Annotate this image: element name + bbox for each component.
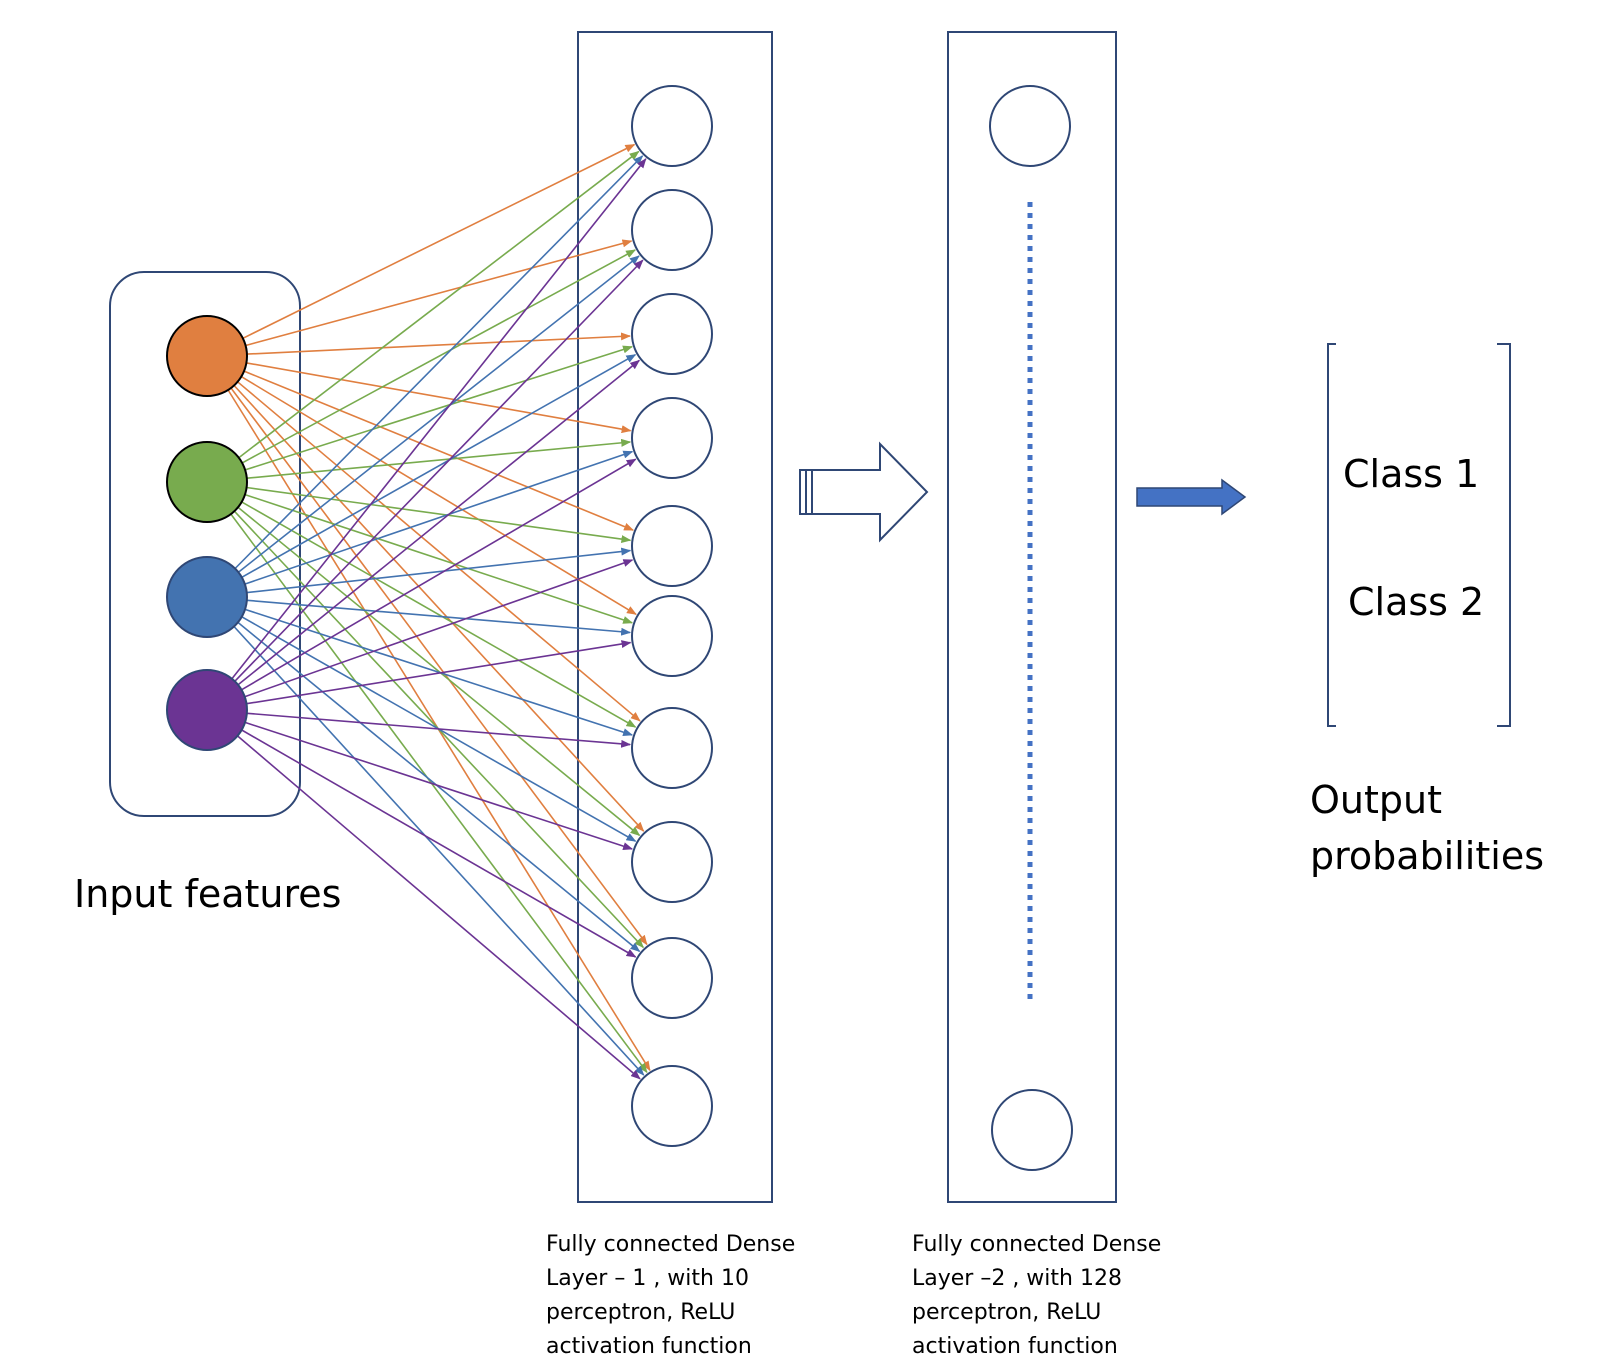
connection-arrow [244, 608, 634, 737]
connection-arrow [246, 486, 632, 544]
connection-arrow [246, 547, 632, 594]
connection-arrow [244, 721, 634, 851]
caption-line: Layer –2 , with 128 [912, 1266, 1122, 1291]
connection-arrow [234, 259, 644, 682]
connection-arrow [237, 359, 641, 686]
connection-arrow [241, 729, 637, 958]
input-neurons [166, 315, 248, 751]
layer-1-neuron [631, 293, 713, 375]
caption-line: perceptron, ReLU [912, 1300, 1102, 1325]
class-1-label: Class 1 [1343, 452, 1480, 496]
input-feature-neuron [166, 441, 248, 523]
layer-1-neurons [631, 85, 713, 1147]
caption-line: perceptron, ReLU [546, 1300, 736, 1325]
hollow-arrow-icon [799, 441, 929, 543]
layer-2-neuron-bottom [991, 1089, 1073, 1171]
input-feature-neuron [166, 669, 248, 751]
connection-arrow [242, 143, 636, 340]
connection-arrow [244, 450, 634, 585]
dense-layer-2-box [947, 31, 1117, 1203]
caption-line: Layer – 1 , with 10 [546, 1266, 749, 1291]
connection-arrow [245, 239, 633, 347]
caption-line: Fully connected Dense [912, 1232, 1162, 1257]
connection-arrow [241, 354, 637, 578]
input-feature-neuron [166, 315, 248, 397]
connection-arrow [246, 712, 632, 748]
connection-arrow [241, 458, 637, 691]
connection-arrow [230, 513, 648, 1074]
connection-arrow [233, 625, 645, 1076]
caption-line: activation function [546, 1334, 752, 1359]
layer-1-neuron [631, 397, 713, 479]
connection-arrow [246, 332, 631, 355]
connection-arrow [236, 735, 641, 1080]
output-bracket [1327, 343, 1511, 727]
connection-arrow [240, 375, 637, 615]
solid-arrow-icon [1136, 478, 1247, 516]
connection-arrow [241, 249, 636, 464]
dense-layer-2-caption: Fully connected Dense Layer –2 , with 12… [912, 1228, 1161, 1362]
caption-line: Fully connected Dense [546, 1232, 796, 1257]
connection-arrow [246, 599, 632, 636]
connection-arrow [237, 506, 641, 837]
connection-arrow [237, 255, 640, 573]
dense-layer-1-box [577, 31, 773, 1203]
layer-1-neuron [631, 707, 713, 789]
dense-layer-1-caption: Fully connected Dense Layer – 1 , with 1… [546, 1228, 795, 1362]
connection-arrow [246, 438, 632, 479]
input-features-label: Input features [74, 872, 342, 916]
layer-1-neuron [631, 1065, 713, 1147]
connection-arrow [246, 640, 632, 705]
layer-1-neuron [631, 505, 713, 587]
output-label-line: Output [1310, 778, 1442, 822]
layer-2-neuron-top [989, 85, 1071, 167]
connection-arrow [243, 370, 635, 531]
connection-arrow [230, 387, 648, 946]
class-2-label: Class 2 [1348, 580, 1485, 624]
layer-1-neuron [631, 937, 713, 1019]
connection-arrow [234, 155, 644, 570]
layer-1-neuron [631, 189, 713, 271]
layer-1-neuron [631, 595, 713, 677]
caption-line: activation function [912, 1334, 1118, 1359]
connection-arrow [231, 158, 647, 680]
connection-arrow [246, 362, 632, 434]
input-feature-neuron [166, 556, 248, 638]
connection-arrow [244, 559, 634, 698]
connection-arrow [238, 150, 640, 459]
connection-lines [227, 143, 651, 1080]
output-label-line: probabilities [1310, 834, 1544, 878]
connection-arrow [244, 345, 633, 471]
connection-arrow [237, 621, 641, 953]
layer-1-neuron [631, 821, 713, 903]
connection-arrow [237, 381, 641, 722]
layer-1-neuron [631, 85, 713, 167]
connection-arrow [233, 384, 645, 832]
output-probabilities-label: Output probabilities [1310, 772, 1544, 884]
